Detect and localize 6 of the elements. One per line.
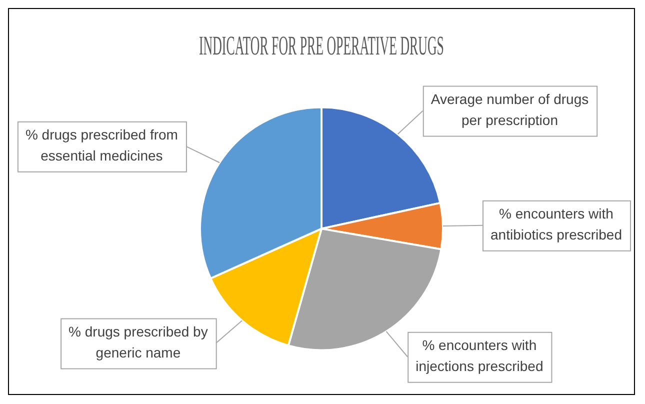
slice-label: % drugs prescribed by generic name	[68, 324, 208, 361]
slice-label: % encounters with injections prescribed	[416, 337, 544, 374]
slice-label: % encounters with antibiotics prescribed	[490, 206, 622, 243]
slice-label: Average number of drugs per prescription	[430, 91, 589, 128]
chart-title: INDICATOR FOR PRE OPERATIVE DRUGS	[199, 30, 444, 61]
slice-label: % drugs prescribed from essential medicines	[25, 126, 178, 164]
